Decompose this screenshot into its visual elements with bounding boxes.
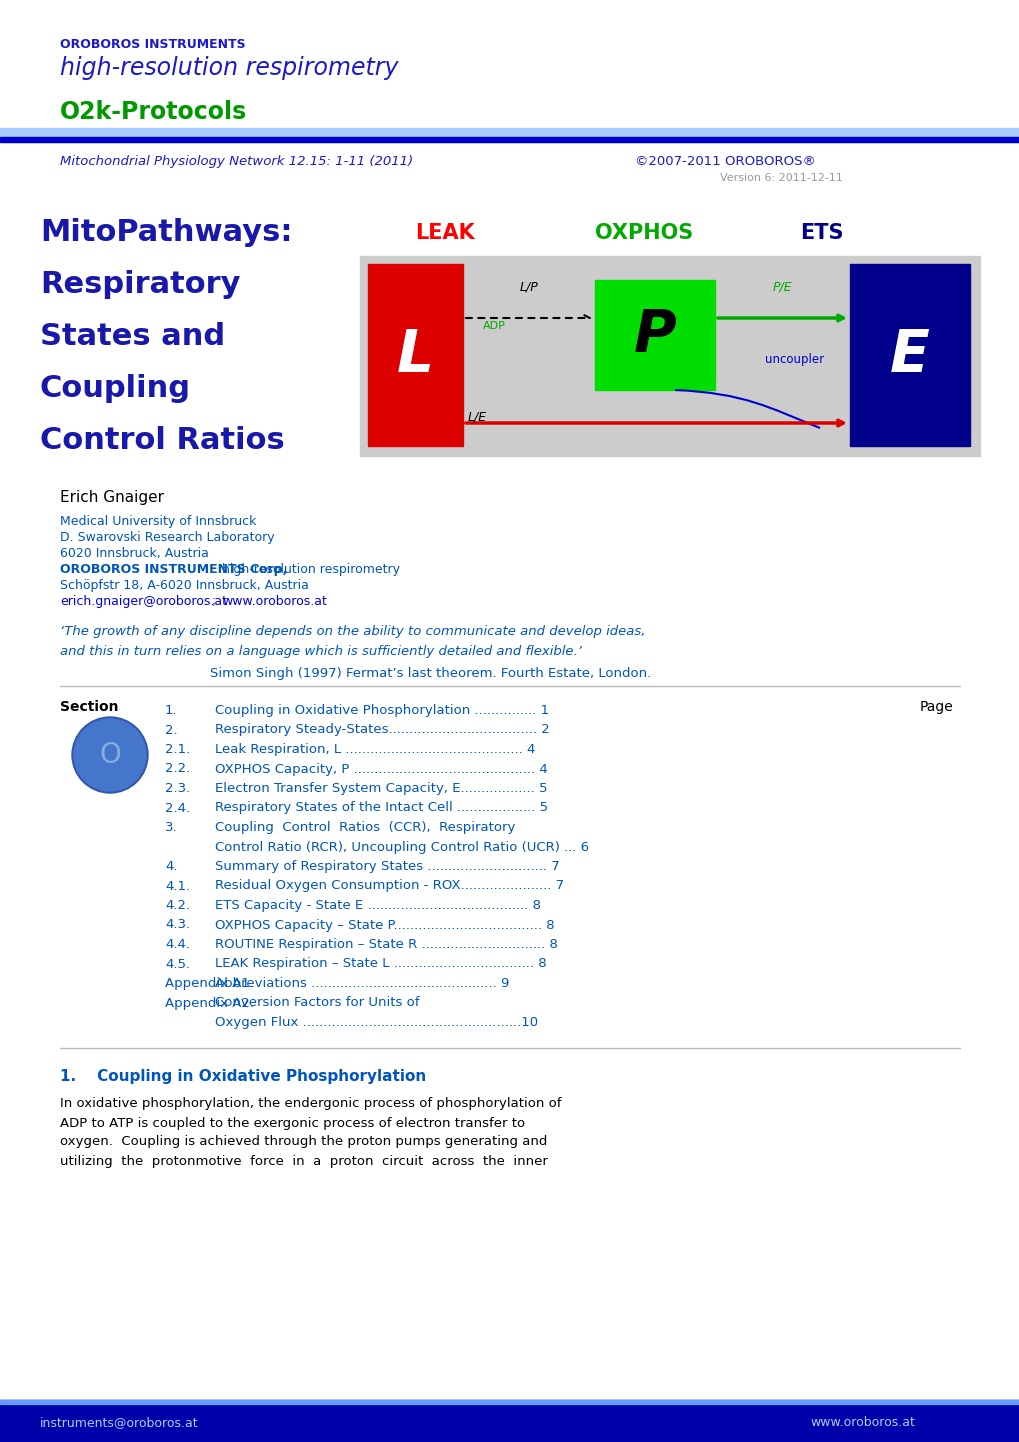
Text: Respiratory: Respiratory <box>40 270 240 298</box>
Text: Respiratory Steady-States.................................... 2: Respiratory Steady-States...............… <box>215 724 549 737</box>
Text: Appendix A1.: Appendix A1. <box>165 978 254 991</box>
Text: instruments@oroboros.at: instruments@oroboros.at <box>40 1416 199 1429</box>
Text: 1.    Coupling in Oxidative Phosphorylation: 1. Coupling in Oxidative Phosphorylation <box>60 1070 426 1084</box>
Text: Coupling  Control  Ratios  (CCR),  Respiratory: Coupling Control Ratios (CCR), Respirato… <box>215 820 515 833</box>
Text: Oxygen Flux .....................................................10: Oxygen Flux ............................… <box>215 1017 538 1030</box>
Text: Coupling in Oxidative Phosphorylation ............... 1: Coupling in Oxidative Phosphorylation ..… <box>215 704 548 717</box>
Text: 4.: 4. <box>165 859 177 872</box>
Bar <box>0 1400 1019 1442</box>
Text: Abbreviations ............................................. 9: Abbreviations ..........................… <box>215 978 508 991</box>
Bar <box>368 264 463 446</box>
Text: ROUTINE Respiration – State R .............................. 8: ROUTINE Respiration – State R ..........… <box>215 937 557 952</box>
Text: Coupling: Coupling <box>40 373 191 402</box>
Text: Mitochondrial Physiology Network 12.15: 1-11 (2011): Mitochondrial Physiology Network 12.15: … <box>60 154 413 169</box>
Text: utilizing  the  protonmotive  force  in  a  proton  circuit  across  the  inner: utilizing the protonmotive force in a pr… <box>60 1155 547 1168</box>
Text: 2.1.: 2.1. <box>165 743 191 756</box>
Text: ETS: ETS <box>799 224 843 244</box>
Text: P: P <box>633 307 676 363</box>
Text: Section: Section <box>60 699 118 714</box>
Text: 1.: 1. <box>165 704 177 717</box>
Text: OROBOROS INSTRUMENTS Corp,: OROBOROS INSTRUMENTS Corp, <box>60 562 287 575</box>
Text: and this in turn relies on a language which is sufficiently detailed and flexibl: and this in turn relies on a language wh… <box>60 645 582 658</box>
Text: Leak Respiration, L ........................................... 4: Leak Respiration, L ....................… <box>215 743 535 756</box>
Text: Control Ratios: Control Ratios <box>40 425 284 456</box>
Bar <box>0 137 1019 141</box>
Bar <box>849 264 969 446</box>
Text: Control Ratio (RCR), Uncoupling Control Ratio (UCR) ... 6: Control Ratio (RCR), Uncoupling Control … <box>215 841 589 854</box>
Text: Simon Singh (1997) Fermat’s last theorem. Fourth Estate, London.: Simon Singh (1997) Fermat’s last theorem… <box>210 668 650 681</box>
Bar <box>360 257 979 456</box>
Text: O: O <box>99 741 121 769</box>
Text: D. Swarovski Research Laboratory: D. Swarovski Research Laboratory <box>60 531 274 544</box>
Bar <box>0 128 1019 141</box>
Text: 4.5.: 4.5. <box>165 957 190 970</box>
Text: OXPHOS Capacity, P ............................................ 4: OXPHOS Capacity, P .....................… <box>215 763 547 776</box>
Text: P/E: P/E <box>772 280 792 293</box>
Text: uncoupler: uncoupler <box>764 353 823 366</box>
Text: 3.: 3. <box>165 820 177 833</box>
Text: OROBOROS INSTRUMENTS: OROBOROS INSTRUMENTS <box>60 37 246 50</box>
Text: ;: ; <box>212 596 220 609</box>
Text: Respiratory States of the Intact Cell ................... 5: Respiratory States of the Intact Cell ..… <box>215 802 547 815</box>
Text: E: E <box>890 326 929 384</box>
Text: Electron Transfer System Capacity, E.................. 5: Electron Transfer System Capacity, E....… <box>215 782 547 795</box>
Text: Erich Gnaiger: Erich Gnaiger <box>60 490 164 505</box>
Text: ©2007-2011 OROBOROS®: ©2007-2011 OROBOROS® <box>635 154 815 169</box>
Text: Page: Page <box>919 699 953 714</box>
Text: LEAK Respiration – State L .................................. 8: LEAK Respiration – State L .............… <box>215 957 546 970</box>
Text: high-resolution respirometry: high-resolution respirometry <box>218 562 399 575</box>
Text: Version 6: 2011-12-11: Version 6: 2011-12-11 <box>719 173 842 183</box>
Text: Appendix A2.: Appendix A2. <box>165 996 254 1009</box>
Text: ADP: ADP <box>483 322 505 332</box>
Text: OXPHOS Capacity – State P.................................... 8: OXPHOS Capacity – State P...............… <box>215 919 554 932</box>
Text: ETS Capacity - State E ....................................... 8: ETS Capacity - State E .................… <box>215 898 540 911</box>
Text: Summary of Respiratory States ............................. 7: Summary of Respiratory States ..........… <box>215 859 559 872</box>
Text: OXPHOS: OXPHOS <box>594 224 693 244</box>
Text: 6020 Innsbruck, Austria: 6020 Innsbruck, Austria <box>60 547 209 559</box>
Text: oxygen.  Coupling is achieved through the proton pumps generating and: oxygen. Coupling is achieved through the… <box>60 1135 547 1148</box>
Text: 4.2.: 4.2. <box>165 898 190 911</box>
Text: www.oroboros.at: www.oroboros.at <box>222 596 326 609</box>
Text: Schöpfstr 18, A-6020 Innsbruck, Austria: Schöpfstr 18, A-6020 Innsbruck, Austria <box>60 580 309 593</box>
Text: 4.4.: 4.4. <box>165 937 190 952</box>
Text: 4.3.: 4.3. <box>165 919 190 932</box>
Text: high-resolution respirometry: high-resolution respirometry <box>60 56 398 79</box>
Circle shape <box>74 720 146 792</box>
Text: erich.gnaiger@oroboros.at: erich.gnaiger@oroboros.at <box>60 596 227 609</box>
Text: States and: States and <box>40 322 225 350</box>
Text: Conversion Factors for Units of: Conversion Factors for Units of <box>215 996 419 1009</box>
Bar <box>594 280 714 389</box>
Circle shape <box>72 717 148 793</box>
Bar <box>0 1400 1019 1405</box>
Text: L: L <box>396 326 434 384</box>
Text: L/P: L/P <box>519 280 538 293</box>
Text: 2.2.: 2.2. <box>165 763 191 776</box>
Text: 2.4.: 2.4. <box>165 802 190 815</box>
Text: MitoPathways:: MitoPathways: <box>40 218 292 247</box>
Text: 4.1.: 4.1. <box>165 880 190 893</box>
Text: Residual Oxygen Consumption - ROX...................... 7: Residual Oxygen Consumption - ROX.......… <box>215 880 564 893</box>
Text: O2k-Protocols: O2k-Protocols <box>60 99 247 124</box>
Text: 2.3.: 2.3. <box>165 782 191 795</box>
Text: ADP to ATP is coupled to the exergonic process of electron transfer to: ADP to ATP is coupled to the exergonic p… <box>60 1116 525 1129</box>
Text: www.oroboros.at: www.oroboros.at <box>809 1416 914 1429</box>
Text: 2.: 2. <box>165 724 177 737</box>
Text: Medical University of Innsbruck: Medical University of Innsbruck <box>60 515 256 528</box>
Text: L/E: L/E <box>468 410 487 423</box>
Text: LEAK: LEAK <box>415 224 474 244</box>
Text: In oxidative phosphorylation, the endergonic process of phosphorylation of: In oxidative phosphorylation, the enderg… <box>60 1097 560 1110</box>
Text: ‘The growth of any discipline depends on the ability to communicate and develop : ‘The growth of any discipline depends on… <box>60 624 645 637</box>
